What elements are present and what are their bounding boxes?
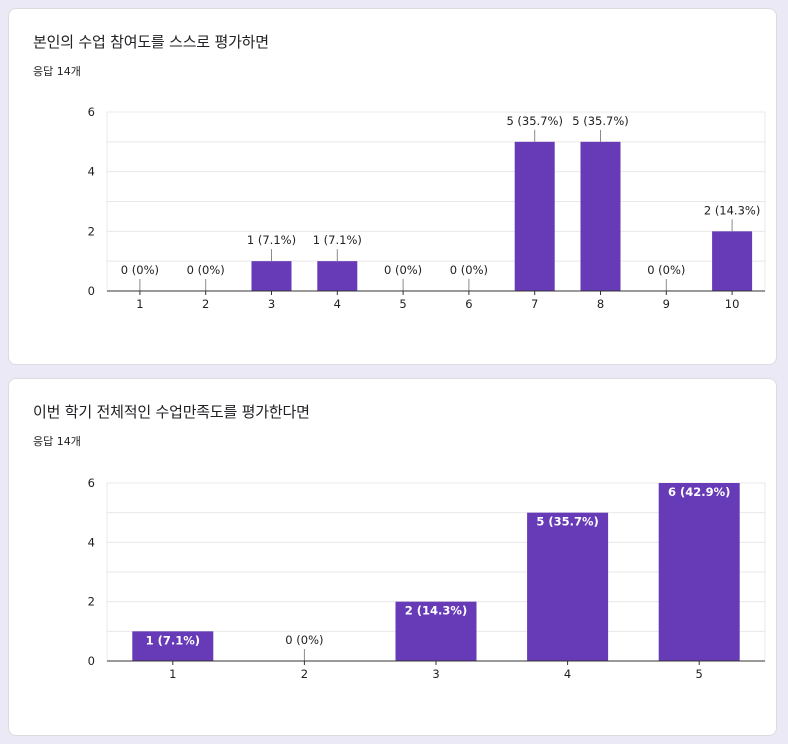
bar (658, 483, 740, 661)
data-label: 5 (35.7%) (536, 515, 598, 529)
y-tick-label: 2 (88, 224, 95, 238)
x-tick-label: 1 (136, 297, 143, 311)
x-tick-label: 2 (301, 667, 308, 681)
response-count: 응답 14개 (33, 435, 81, 448)
y-tick-label: 6 (88, 476, 95, 490)
data-label: 2 (14.3%) (704, 203, 760, 217)
data-label: 0 (0%) (285, 633, 323, 647)
data-label: 0 (0%) (450, 263, 488, 277)
question-card-satisfaction: 이번 학기 전체적인 수업만족도를 평가한다면 응답 14개 0 2 4 6 1 (7.… (8, 378, 777, 736)
bar (317, 261, 358, 291)
bar (514, 141, 555, 291)
x-tick-label: 4 (334, 297, 341, 311)
x-tick-label: 1 (169, 667, 176, 681)
data-label: 0 (0%) (121, 263, 159, 277)
x-tick-label: 4 (564, 667, 571, 681)
x-tick-label: 5 (696, 667, 703, 681)
y-tick-label: 2 (88, 595, 95, 609)
question-title: 본인의 수업 참여도를 스스로 평가하면 (33, 33, 269, 51)
bar (395, 601, 477, 661)
x-tick-label: 9 (663, 297, 670, 311)
data-label: 1 (7.1%) (247, 233, 296, 247)
response-count: 응답 14개 (33, 65, 81, 78)
data-label: 1 (7.1%) (313, 233, 362, 247)
y-tick-label: 6 (88, 105, 95, 119)
data-label: 5 (35.7%) (506, 114, 562, 128)
x-tick-label: 7 (531, 297, 538, 311)
data-label: 0 (0%) (647, 263, 685, 277)
x-tick-label: 3 (432, 667, 439, 681)
data-label: 5 (35.7%) (572, 114, 628, 128)
y-tick-label: 4 (88, 535, 95, 549)
x-tick-label: 8 (597, 297, 604, 311)
x-tick-label: 6 (465, 297, 472, 311)
x-tick-label: 2 (202, 297, 209, 311)
data-label: 0 (0%) (187, 263, 225, 277)
data-label: 6 (42.9%) (668, 485, 730, 499)
bar (527, 512, 609, 661)
data-label: 0 (0%) (384, 263, 422, 277)
x-tick-label: 5 (399, 297, 406, 311)
y-tick-label: 4 (88, 165, 95, 179)
y-tick-label: 0 (88, 654, 95, 668)
data-label: 2 (14.3%) (405, 604, 467, 618)
bar (712, 231, 753, 291)
satisfaction-bar-chart: 0 2 4 6 1 (7.1%) 1 0 (0%) 2 2 (14.3%) 3 5 (35.7%) 4… (88, 476, 766, 681)
participation-bar-chart: 0 2 4 6 0 (0%) 1 0 (0%) 2 1 (7.1%) 3 1 (7.1%) 4 0 (0… (88, 105, 766, 311)
bar (132, 631, 214, 661)
bar (251, 261, 292, 291)
x-tick-label: 3 (268, 297, 275, 311)
x-tick-label: 10 (725, 297, 740, 311)
bar (580, 141, 621, 291)
data-label: 1 (7.1%) (146, 633, 200, 647)
y-tick-label: 0 (88, 284, 95, 298)
question-title: 이번 학기 전체적인 수업만족도를 평가한다면 (33, 403, 310, 421)
